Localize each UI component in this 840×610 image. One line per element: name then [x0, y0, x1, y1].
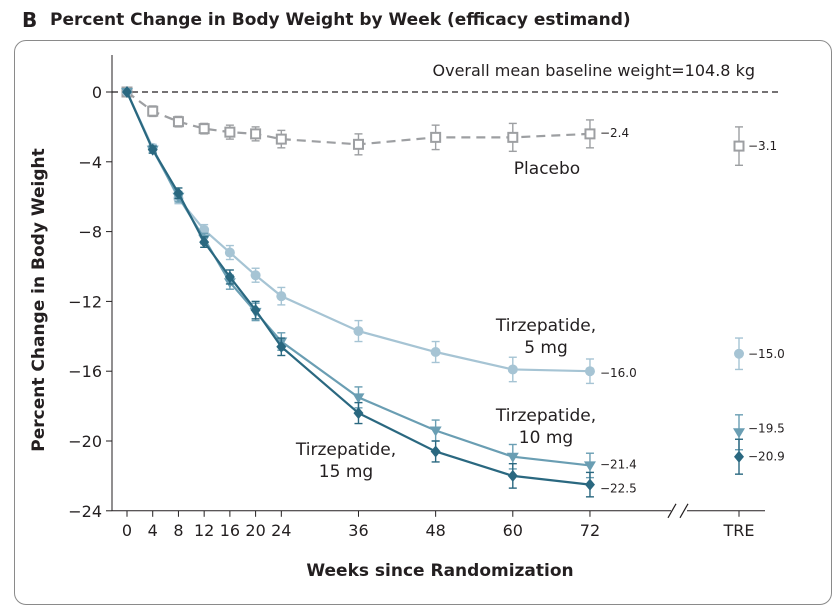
series-4-point — [430, 445, 441, 458]
series-2-end-label: −16.0 — [600, 366, 637, 380]
series-4-point — [199, 236, 210, 249]
baseline-annotation: Overall mean baseline weight=104.8 kg — [433, 61, 756, 80]
series-1-name-label: Placebo — [514, 159, 580, 179]
series-2-point — [250, 270, 261, 281]
series-1-point — [507, 131, 519, 143]
series-4-end-label: −22.5 — [600, 482, 637, 496]
series-2-tre-point — [734, 348, 744, 359]
series-1-point — [250, 128, 262, 140]
series-2-name-label: 5 mg — [524, 338, 568, 358]
panel-letter: B — [22, 8, 38, 32]
series-2-point — [584, 366, 595, 377]
series-2-name-label: Tirzepatide, — [495, 316, 596, 336]
x-tick-label: 24 — [271, 521, 291, 540]
series-2-point — [353, 326, 364, 337]
x-tick-label: 36 — [348, 521, 368, 540]
series-1-point — [198, 123, 210, 135]
series-1-tre-point — [733, 140, 745, 152]
series-4-name-label: Tirzepatide, — [295, 440, 396, 460]
y-tick-label: −20 — [68, 432, 102, 451]
panel-frame — [14, 40, 832, 605]
series-4-tre-point — [734, 450, 744, 463]
series-4-point — [147, 143, 158, 156]
x-tick-label-tre: TRE — [723, 521, 755, 540]
axis-break-mark — [667, 503, 677, 519]
series-4-point — [507, 469, 518, 482]
x-tick-label: 48 — [425, 521, 445, 540]
series-3-name-label: Tirzepatide, — [495, 406, 596, 426]
x-axis-label: Weeks since Randomization — [306, 561, 573, 581]
series-2-tre-label: −15.0 — [748, 347, 785, 361]
series-2-point — [224, 247, 235, 258]
series-3-name-label: 10 mg — [519, 428, 573, 448]
x-tick-label: 16 — [220, 521, 240, 540]
series-4-point — [353, 407, 364, 420]
series-2-point — [276, 291, 287, 302]
series-3-point — [583, 461, 596, 472]
chart-title: Percent Change in Body Weight by Week (e… — [50, 10, 631, 30]
y-axis-label: Percent Change in Body Weight — [29, 148, 49, 451]
series-1-end-label: −2.4 — [600, 126, 629, 140]
x-tick-label: 0 — [122, 521, 132, 540]
series-4-name-label: 15 mg — [319, 462, 373, 482]
y-tick-label: −16 — [68, 362, 102, 381]
series-1-point — [584, 128, 596, 140]
series-2-point — [430, 347, 441, 358]
y-tick-label: −8 — [78, 223, 102, 242]
series-1-point — [147, 105, 159, 117]
x-tick-label: 12 — [194, 521, 214, 540]
series-4-point — [173, 187, 184, 200]
series-1-point — [172, 116, 184, 128]
series-2-point — [507, 364, 518, 375]
x-tick-label: 20 — [245, 521, 265, 540]
series-1-point — [352, 138, 364, 150]
series-3-point — [352, 393, 365, 404]
series-4-point — [276, 340, 287, 353]
y-tick-label: −12 — [68, 292, 102, 311]
y-tick-label: −4 — [78, 153, 102, 172]
series-4-point — [584, 478, 595, 491]
x-tick-label: 60 — [503, 521, 523, 540]
series-1-tre-label: −3.1 — [748, 139, 777, 153]
series-3-end-label: −21.4 — [600, 457, 637, 471]
series-4-point — [250, 304, 261, 317]
y-tick-label: 0 — [92, 83, 102, 102]
x-tick-label: 8 — [173, 521, 183, 540]
axis-break-mark — [679, 503, 689, 519]
series-3-tre-label: −19.5 — [748, 421, 785, 435]
series-3-point — [429, 426, 442, 437]
y-tick-label: −24 — [68, 502, 102, 521]
series-3-tre-point — [733, 428, 745, 439]
series-2-point — [199, 224, 210, 235]
series-1-point — [275, 133, 287, 145]
x-tick-label: 72 — [580, 521, 600, 540]
series-3-point — [506, 452, 519, 463]
series-1-point — [430, 131, 442, 143]
series-1-point — [224, 126, 236, 138]
series-4-point — [224, 270, 235, 283]
series-4-point — [122, 86, 132, 98]
series-4-tre-label: −20.9 — [748, 450, 785, 464]
panel-header: B Percent Change in Body Weight by Week … — [0, 0, 840, 40]
x-tick-label: 4 — [148, 521, 158, 540]
